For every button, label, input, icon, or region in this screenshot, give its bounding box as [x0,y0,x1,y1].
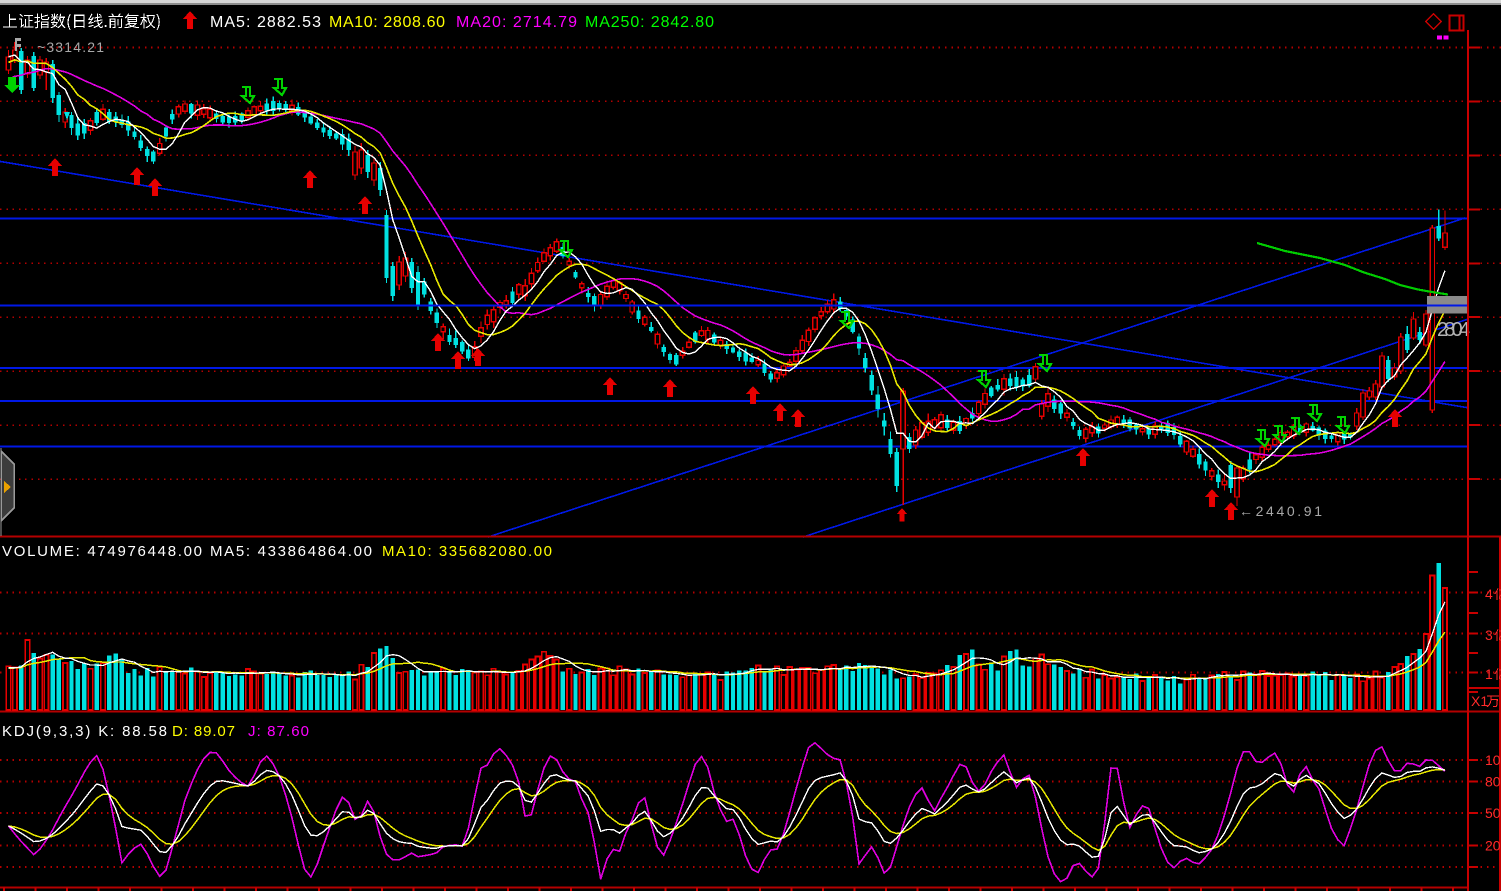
svg-text:MA250: 2842.80: MA250: 2842.80 [585,14,714,31]
svg-text:50: 50 [1485,805,1501,821]
svg-text:~3314.21: ~3314.21 [37,39,104,55]
svg-text:VOLUME: 474976448.00: VOLUME: 474976448.00 [2,543,202,560]
svg-text:80: 80 [1485,774,1501,790]
svg-text:2804: 2804 [1437,319,1470,341]
svg-text:MA10: 335682080.00: MA10: 335682080.00 [382,543,552,560]
svg-text:J: 87.60: J: 87.60 [248,723,309,740]
svg-text:←2440.91: ←2440.91 [1239,503,1322,519]
svg-text:20: 20 [1485,838,1501,854]
svg-text:X1: X1 [1471,693,1488,709]
svg-text:MA5: 2882.53: MA5: 2882.53 [210,14,321,31]
svg-text:KDJ(9,3,3) K: 88.58: KDJ(9,3,3) K: 88.58 [2,723,167,740]
svg-text:MA20: 2714.79: MA20: 2714.79 [456,14,577,31]
svg-text:100: 100 [1485,752,1501,768]
svg-text:MA10: 2808.60: MA10: 2808.60 [329,14,445,31]
svg-text:D: 89.07: D: 89.07 [172,723,235,740]
svg-text:3: 3 [1485,627,1493,643]
svg-text:4: 4 [1485,586,1493,602]
svg-text:1: 1 [1485,666,1493,682]
